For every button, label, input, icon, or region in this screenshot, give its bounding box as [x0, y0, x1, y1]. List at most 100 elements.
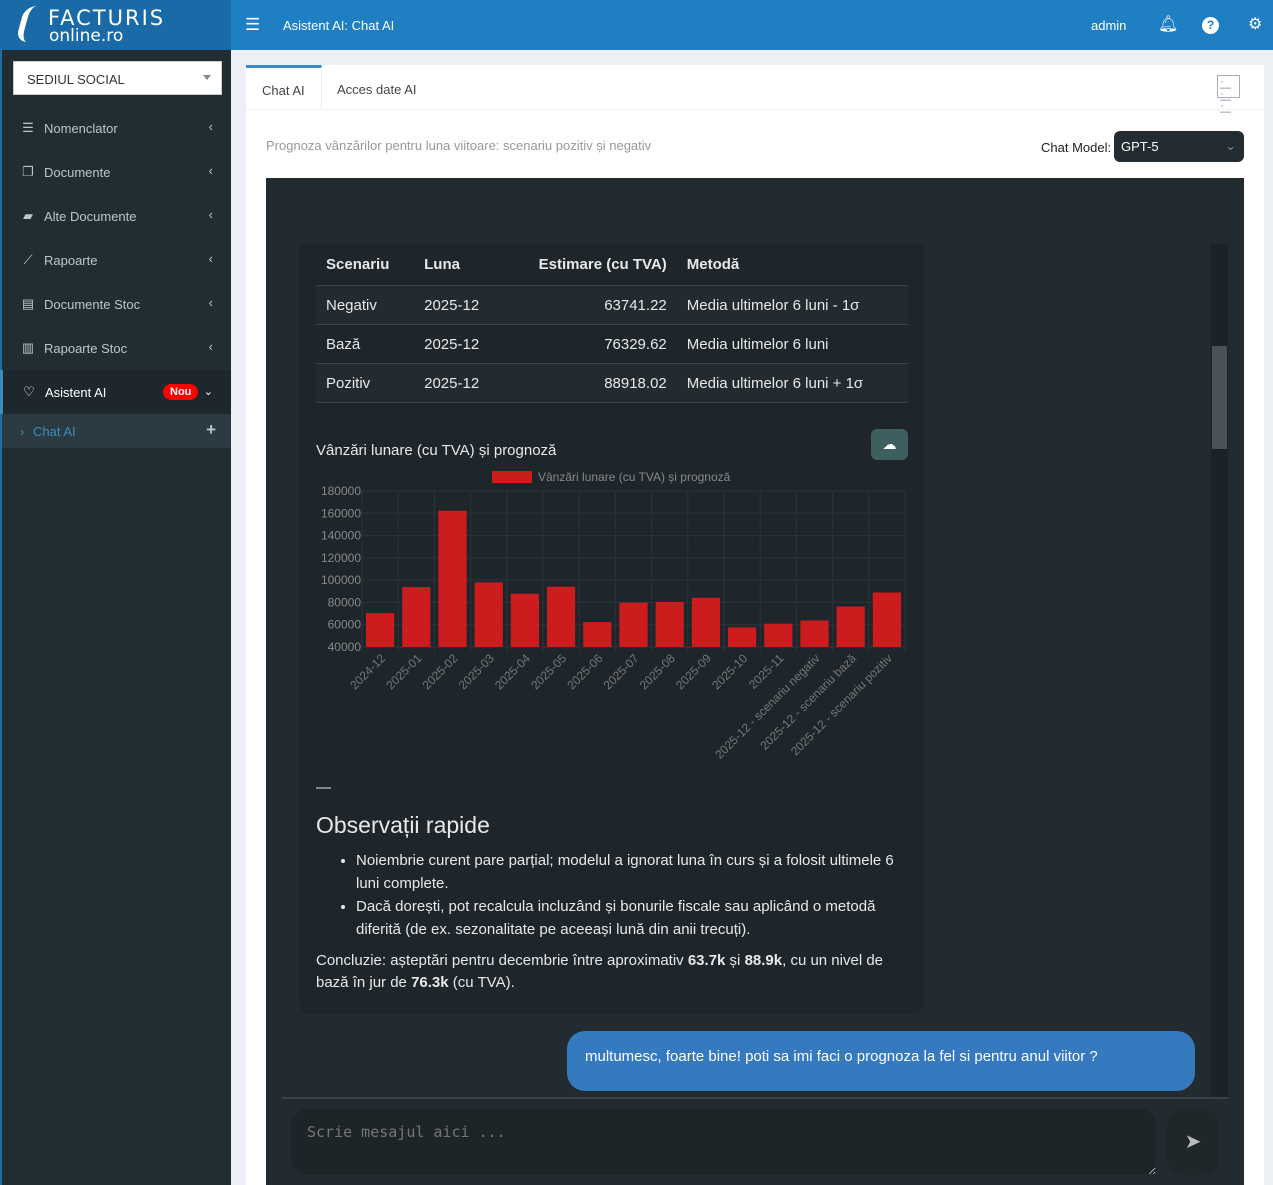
cell: 2025-12: [414, 285, 503, 325]
sidebar-item-label: Rapoarte: [44, 253, 98, 268]
cell: 2025-12: [414, 363, 503, 403]
bar: [474, 582, 503, 647]
messages-area[interactable]: Scenariu Luna Estimare (cu TVA) Metodă Nega…: [282, 244, 1228, 1097]
logo-mark-icon: [15, 6, 47, 42]
list-item: Dacă dorești, pot recalcula incluzând și…: [356, 895, 916, 941]
column-header: Scenariu: [316, 244, 415, 286]
page-title: Asistent AI: Chat AI: [283, 18, 395, 33]
sales-chart: Vânzări lunare (cu TVA) și prognoză 18000…: [321, 470, 906, 759]
sidebar-item-label: Documente: [44, 165, 111, 180]
sidebar-item-alte-documente[interactable]: ▰ Alte Documente ‹: [2, 194, 231, 238]
sidebar-item-documente-stoc[interactable]: ▤ Documente Stoc ‹: [2, 282, 231, 326]
y-tick-label: 120000: [321, 551, 361, 565]
sidebar-item-documente[interactable]: ❐ Documente ‹: [2, 150, 231, 194]
caret-down-icon: [203, 75, 211, 84]
x-tick-label: 2025-02: [420, 651, 461, 692]
settings-gears-icon[interactable]: ⚙: [1248, 16, 1263, 33]
chevron-down-icon: ⌄: [203, 386, 213, 398]
chat-panel: Scenariu Luna Estimare (cu TVA) Metodă Nega…: [266, 178, 1244, 1185]
scrollbar[interactable]: [1211, 244, 1228, 1097]
y-tick-label: 60000: [328, 618, 362, 632]
bar: [691, 597, 720, 647]
chevron-left-icon: ‹: [208, 251, 213, 266]
chat-model-select[interactable]: GPT-5 ⌄: [1114, 131, 1244, 162]
chevron-left-icon: ‹: [208, 163, 213, 178]
conclusion: Concluzie: așteptări pentru decembrie în…: [316, 952, 884, 991]
y-tick-label: 40000: [328, 640, 362, 654]
bar: [764, 623, 793, 647]
x-tick-label: 2024-12: [347, 651, 388, 692]
bar: [836, 606, 865, 647]
sidebar-item-nomenclator[interactable]: ☰ Nomenclator ‹: [2, 106, 231, 150]
sidebar-item-label: Alte Documente: [44, 209, 137, 224]
x-tick-label: 2025-01: [383, 651, 424, 692]
column-header: Metodă: [676, 244, 908, 286]
sidebar-item-rapoarte[interactable]: ⟋ Rapoarte ‹: [2, 238, 231, 282]
chevron-down-icon: ⌄: [1225, 138, 1236, 153]
plus-icon[interactable]: +: [206, 420, 216, 439]
y-tick-label: 100000: [321, 573, 361, 587]
assistant-message: Scenariu Luna Estimare (cu TVA) Metodă Nega…: [299, 244, 924, 1014]
bar: [366, 613, 395, 647]
legend-swatch: [492, 471, 532, 483]
tab-acces-date-ai[interactable]: Acces date AI: [337, 82, 417, 97]
bar: [728, 627, 757, 647]
cell: Media ultimelor 6 luni - 1σ: [676, 285, 908, 325]
user-message: multumesc, foarte bine! poti sa imi faci…: [567, 1031, 1195, 1091]
y-tick-label: 80000: [328, 595, 362, 609]
cell: 2025-12: [414, 324, 503, 364]
cell: Bază: [316, 324, 415, 364]
send-button[interactable]: ➤: [1167, 1109, 1219, 1175]
bar: [438, 510, 467, 647]
chat-model-value: GPT-5: [1121, 139, 1159, 154]
table-row: Negativ 2025-12 63741.22 Media ultimelor 6 …: [316, 285, 908, 325]
message-input[interactable]: [291, 1109, 1156, 1175]
branch-select[interactable]: SEDIUL SOCIAL: [13, 61, 222, 95]
separator: —: [316, 779, 331, 796]
table-row: Pozitiv 2025-12 88918.02 Media ultimelor 6 …: [316, 363, 908, 403]
cell: Pozitiv: [316, 363, 415, 403]
conversation-title: Prognoza vânzărilor pentru luna viitoare…: [266, 138, 652, 153]
tab-chat-ai[interactable]: Chat AI: [246, 65, 322, 110]
download-chart-button[interactable]: ☁: [871, 429, 908, 460]
line-chart-icon: ⟋: [23, 252, 33, 267]
bar: [510, 593, 539, 647]
y-tick-label: 180000: [321, 484, 361, 498]
scrollbar-thumb[interactable]: [1212, 346, 1227, 449]
cloud-download-icon: ☁: [882, 436, 897, 452]
top-bar: ☰ Asistent AI: Chat AI admin 🔔︎ ? ⚙: [231, 0, 1273, 50]
list-view-icon[interactable]: · — · — · —: [1217, 75, 1240, 118]
observations-list: Noiembrie curent pare parțial; modelul a…: [356, 849, 916, 941]
cell: 76329.62: [502, 324, 677, 364]
input-bar: ➤: [282, 1097, 1228, 1185]
help-icon[interactable]: ?: [1202, 17, 1219, 34]
lightbulb-icon: ♡: [23, 384, 35, 399]
sidebar-item-rapoarte-stoc[interactable]: ▥ Rapoarte Stoc ‹: [2, 326, 231, 370]
bar: [402, 587, 431, 647]
logo[interactable]: FACTURIS online.ro: [0, 0, 231, 50]
folder-open-icon: ▰: [23, 208, 33, 223]
y-tick-label: 140000: [321, 529, 361, 543]
observations-heading: Observații rapide: [316, 812, 490, 838]
y-tick-label: 160000: [321, 506, 361, 520]
bell-icon[interactable]: 🔔︎: [1158, 16, 1179, 33]
chevron-left-icon: ‹: [208, 339, 213, 354]
copy-icon: ❐: [22, 164, 34, 179]
bar: [583, 622, 612, 647]
hamburger-menu-icon[interactable]: ☰: [245, 15, 261, 34]
bar: [655, 601, 684, 647]
sidebar-subitem-label: Chat AI: [33, 424, 76, 439]
cell: Media ultimelor 6 luni: [676, 324, 908, 364]
x-tick-label: 2025-03: [456, 651, 497, 692]
x-tick-label: 2025-07: [601, 651, 642, 692]
chevron-left-icon: ‹: [208, 119, 213, 134]
logo-subtext: online.ro: [49, 26, 124, 46]
column-header: Luna: [414, 244, 503, 286]
user-menu[interactable]: admin: [1091, 18, 1127, 33]
cell: 88918.02: [502, 363, 677, 403]
bar: [547, 586, 576, 647]
sidebar-subitem-chat-ai[interactable]: › Chat AI +: [2, 414, 231, 448]
cell: Negativ: [316, 285, 415, 325]
sidebar-item-asistent-ai[interactable]: ♡ Asistent AI Nou ⌄: [0, 370, 231, 414]
bar: [619, 602, 648, 647]
